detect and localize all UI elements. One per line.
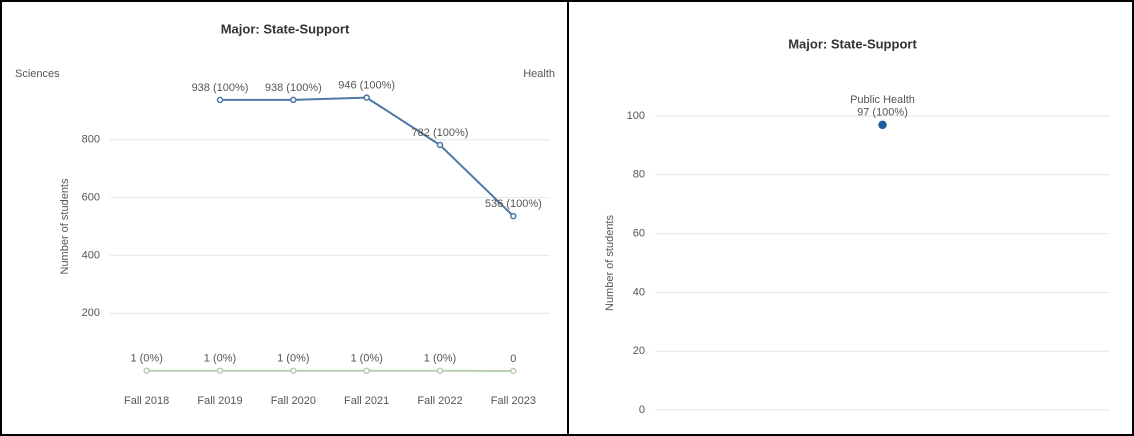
- chart-title: Major: State-Support: [788, 36, 917, 51]
- y-tick-label: 40: [633, 286, 645, 298]
- data-point: [363, 94, 370, 101]
- data-point: [436, 367, 444, 374]
- chart-title: Major: State-Support: [221, 21, 350, 36]
- data-label: 946 (100%): [338, 80, 395, 92]
- series-line: [220, 96, 515, 217]
- data-point: [216, 367, 224, 374]
- y-tick-label: 800: [82, 134, 100, 146]
- x-tick-label: Fall 2023: [491, 395, 536, 407]
- panel-label: Health: [523, 68, 555, 80]
- y-tick-label: 200: [82, 307, 100, 319]
- data-label: 0: [510, 353, 516, 365]
- data-label: 782 (100%): [412, 127, 469, 139]
- y-axis-label: Number of students: [604, 215, 616, 311]
- panel-label: Public Health: [850, 94, 915, 106]
- data-label: 1 (0%): [277, 353, 309, 365]
- y-tick-label: 400: [82, 249, 100, 261]
- y-tick-label: 100: [627, 110, 645, 122]
- y-tick-label: 600: [82, 192, 100, 204]
- data-label: 1 (0%): [204, 353, 236, 365]
- y-tick-label: 60: [633, 228, 645, 240]
- x-tick-label: Fall 2022: [417, 395, 462, 407]
- data-point: [436, 141, 444, 149]
- data-label: 1 (0%): [130, 353, 162, 365]
- x-tick-label: Fall 2020: [271, 395, 316, 407]
- data-label: 1 (0%): [424, 353, 456, 365]
- panel-label: Sciences: [15, 68, 60, 80]
- data-label: 938 (100%): [265, 82, 322, 94]
- y-tick-label: 0: [639, 404, 645, 416]
- data-point: [290, 367, 297, 374]
- data-label: 536 (100%): [485, 198, 542, 210]
- x-tick-label: Fall 2018: [124, 395, 169, 407]
- data-label: 938 (100%): [192, 82, 249, 94]
- x-tick-label: Fall 2021: [344, 395, 389, 407]
- data-label: 1 (0%): [350, 353, 382, 365]
- data-point: [878, 120, 887, 130]
- y-tick-label: 20: [633, 345, 645, 357]
- y-axis-label: Number of students: [59, 178, 71, 274]
- data-point: [510, 367, 517, 375]
- data-point: [290, 96, 297, 104]
- data-point: [143, 367, 150, 374]
- y-tick-label: 80: [633, 169, 645, 181]
- data-point: [363, 367, 370, 374]
- data-point: [510, 212, 517, 220]
- x-tick-label: Fall 2019: [197, 395, 242, 407]
- data-point: [216, 96, 224, 104]
- data-label: 97 (100%): [857, 107, 908, 119]
